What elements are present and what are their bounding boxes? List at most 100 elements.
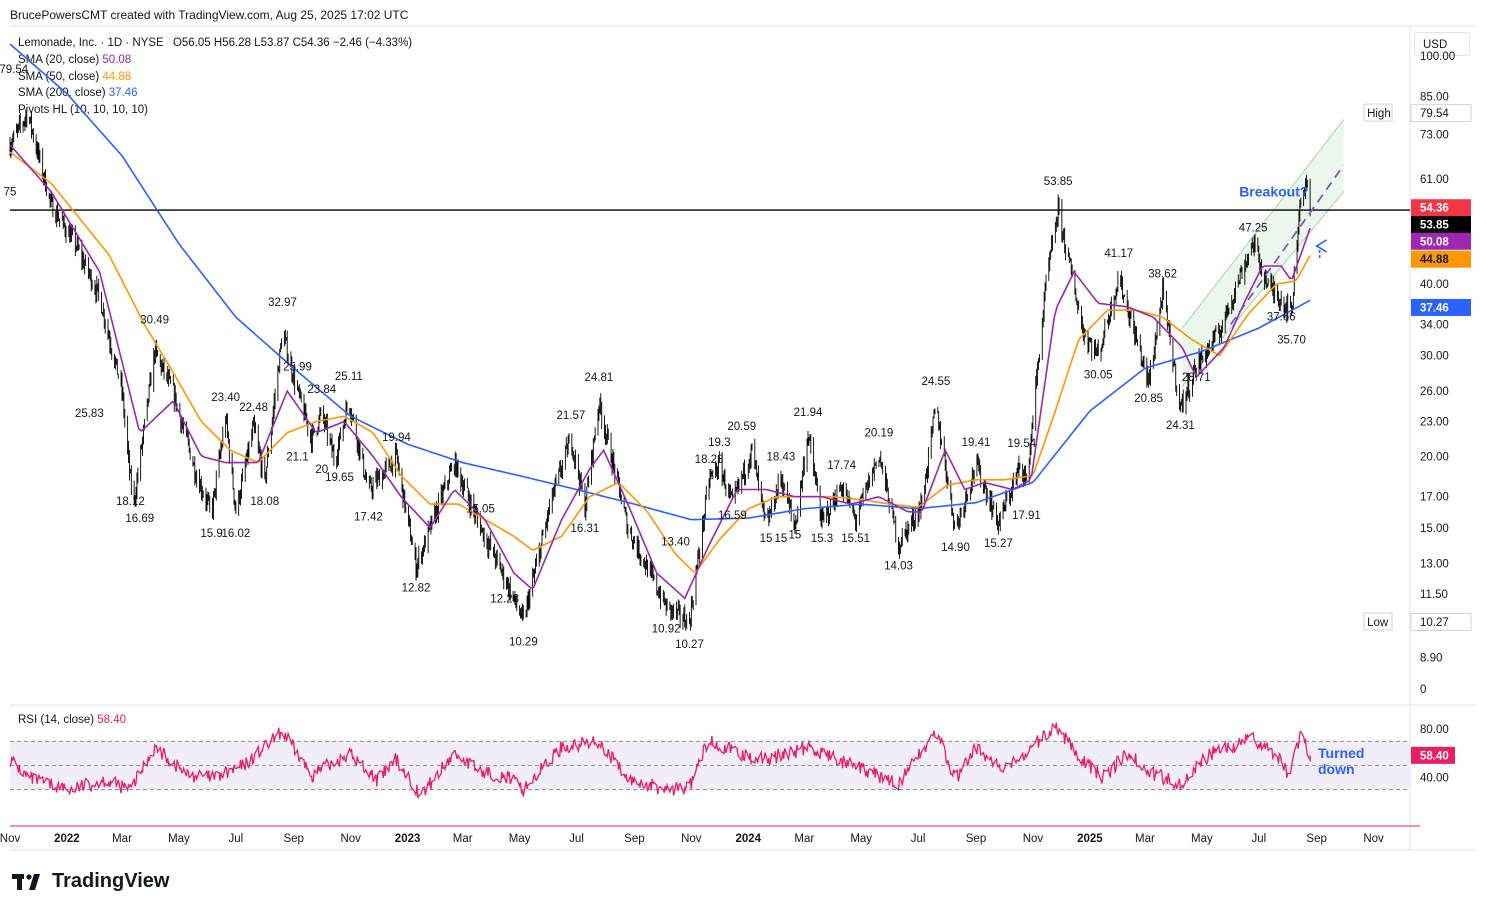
ohlc-change: −2.46 (−4.33%) <box>332 37 413 49</box>
pivot-label: 19.65 <box>325 472 354 484</box>
time-tick-label: Mar <box>794 833 814 845</box>
pivot-label: 10.92 <box>652 624 681 636</box>
price-tick-label: 73.00 <box>1420 129 1449 141</box>
price-tag <box>1410 613 1472 632</box>
sma200-legend[interactable]: SMA (200, close) 37.46 <box>18 85 412 102</box>
rsi-tick-label: 80.00 <box>1420 724 1449 736</box>
pivot-label: 20.59 <box>727 421 756 433</box>
sma20-value: 50.08 <box>102 53 132 66</box>
breakout-trendline <box>1230 164 1345 325</box>
rsi-tick-label: 40.00 <box>1420 773 1449 785</box>
publish-header: BrucePowersCMT created with TradingView.… <box>10 8 409 22</box>
pivot-label: 25.11 <box>335 371 363 383</box>
time-tick-label: Nov <box>681 833 702 845</box>
pivot-label: 20.19 <box>865 428 894 440</box>
time-tick-label: Mar <box>112 833 132 845</box>
rsi-legend[interactable]: RSI (14, close) 58.40 <box>18 714 126 726</box>
pivot-label: 15.9 <box>200 528 222 540</box>
ohlc-o-value: 56.05 <box>181 37 211 49</box>
extreme-badge-label: High <box>1367 108 1391 120</box>
rsi-value: 58.40 <box>97 714 127 726</box>
time-tick-label: Sep <box>966 833 986 845</box>
pivot-label: 28.71 <box>1182 372 1211 384</box>
pivot-label: 10.27 <box>675 639 704 651</box>
time-tick-label: Jul <box>569 833 584 845</box>
pivot-label: 18.23 <box>695 454 724 466</box>
currency-button[interactable]: USD <box>1414 32 1470 56</box>
pivot-label: 30.05 <box>1084 369 1113 381</box>
time-tick-label: May <box>509 833 531 845</box>
pivot-label: 17.91 <box>1012 510 1041 522</box>
ohlc-c-value: 54.36 <box>300 37 330 49</box>
ohlc-o-label: O <box>172 37 182 49</box>
sma20-legend[interactable]: SMA (20, close) 50.08 <box>18 52 412 69</box>
pivots-label: Pivots HL (10, 10, 10, 10) <box>18 104 148 117</box>
price-tick-label: 20.00 <box>1420 451 1449 463</box>
time-tick-label: Jul <box>911 833 926 845</box>
pivot-label: 35.70 <box>1277 334 1306 346</box>
price-tag-label: 37.46 <box>1420 302 1449 314</box>
pivot-label: 47.25 <box>1239 223 1268 235</box>
pivot-label: 20 <box>315 464 328 476</box>
pivot-label: 18.43 <box>767 451 796 463</box>
pivots-legend[interactable]: Pivots HL (10, 10, 10, 10) <box>18 102 412 119</box>
pivot-label: 19.3 <box>708 437 730 449</box>
tradingview-wordmark: TradingView <box>52 870 170 892</box>
price-tick-label: 11.50 <box>1420 589 1448 601</box>
symbol-row[interactable]: Lemonade, Inc. · 1D · NYSE O56.05 H56.28… <box>18 35 412 52</box>
time-tick-label: Sep <box>624 833 644 845</box>
price-tick-label: 15.00 <box>1420 523 1449 535</box>
ohlc-c-label: C <box>292 37 301 49</box>
price-tick-label: 85.00 <box>1420 92 1449 104</box>
price-tick-label: 26.00 <box>1420 386 1449 398</box>
time-tick-label: Nov <box>0 833 20 845</box>
pivot-label: 23.84 <box>307 384 336 396</box>
tradingview-logo[interactable]: TradingView <box>12 870 169 893</box>
sma50-line <box>9 151 1311 573</box>
rsi-band <box>10 741 1410 790</box>
countdown-label: 02:57:01 <box>1420 216 1463 228</box>
pivot-label: 16.59 <box>718 510 747 522</box>
time-tick-label: 2024 <box>735 833 761 845</box>
time-tick-label: Jul <box>1251 833 1266 845</box>
sma20-line <box>9 144 1311 600</box>
pivot-label: 19.94 <box>382 432 411 444</box>
time-tick-label: Mar <box>453 833 473 845</box>
pivot-label: 15.05 <box>466 504 495 516</box>
time-tick-label: 2022 <box>54 833 80 845</box>
sma50-legend[interactable]: SMA (50, close) 44.88 <box>18 69 412 86</box>
price-tag-label: 44.88 <box>1420 254 1449 266</box>
pivot-label: 14.90 <box>941 542 970 554</box>
price-tag <box>1411 232 1471 250</box>
pivot-label: 75 <box>4 187 17 199</box>
price-tick-label: 8.90 <box>1420 653 1442 665</box>
sma20-label: SMA (20, close) <box>18 53 100 66</box>
main-legend: Lemonade, Inc. · 1D · NYSE O56.05 H56.28… <box>18 35 412 119</box>
pivot-label: 21.94 <box>794 407 823 419</box>
time-tick-label: Nov <box>1023 833 1044 845</box>
pivot-label: 24.31 <box>1166 420 1195 432</box>
price-tag <box>1410 104 1472 123</box>
price-tag <box>1411 250 1471 268</box>
time-tick-label: May <box>850 833 872 845</box>
pivot-label: 15.51 <box>841 533 870 545</box>
time-tick-label: May <box>1191 833 1213 845</box>
extreme-badge <box>1363 103 1393 122</box>
pivot-label: 17.74 <box>827 460 856 472</box>
ohlc-l-label: L <box>254 37 261 49</box>
pivot-label: 10.29 <box>509 636 538 648</box>
time-tick-label: Nov <box>340 833 361 845</box>
price-tick-label: 23.00 <box>1420 417 1449 429</box>
extreme-badge-label: Low <box>1367 617 1389 629</box>
pivot-label: 41.17 <box>1104 248 1133 260</box>
price-tag-label: 50.08 <box>1420 236 1449 248</box>
time-tick-label: Sep <box>1306 833 1326 845</box>
price-tick-label: 61.00 <box>1420 174 1449 186</box>
breakout-annotation: Breakout? <box>1239 184 1308 200</box>
sma200-value: 37.46 <box>108 87 138 100</box>
pivot-label: 53.85 <box>1044 176 1073 188</box>
time-tick-label: Mar <box>1135 833 1155 845</box>
pivot-label: 15.3 <box>811 533 833 545</box>
